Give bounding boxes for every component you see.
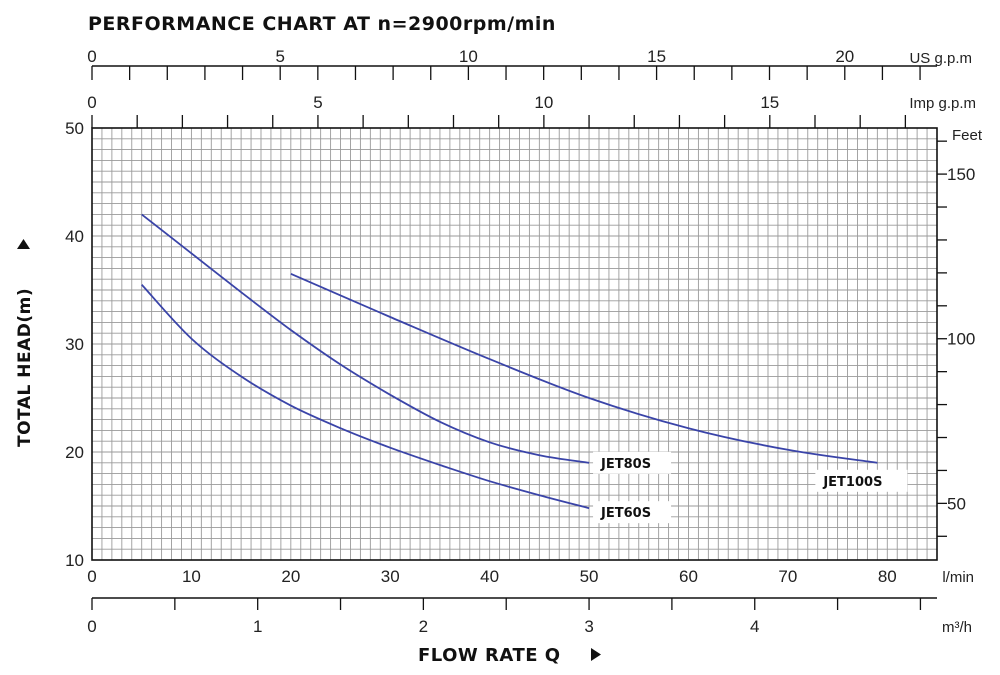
series: [141, 213, 878, 510]
x-tick-label-usgpm: 0: [87, 47, 96, 66]
labels: JET60S JET80S JET100S: [593, 451, 908, 524]
x-tick-label-lmin: 80: [878, 567, 897, 586]
series-line-jet80s: [141, 213, 590, 464]
y-tick-label-feet: 50: [947, 494, 966, 513]
x-tick-label-usgpm: 10: [459, 47, 478, 66]
x-unit-usgpm: US g.p.m: [909, 50, 972, 67]
x-unit-impgpm: Imp g.p.m: [909, 95, 976, 112]
y-tick-label: 20: [65, 443, 84, 462]
y-tick-label: 50: [65, 119, 84, 138]
y-tick-label: 40: [65, 227, 84, 246]
series-line-jet100s: [290, 272, 878, 464]
x-tick-label-impgpm: 15: [760, 93, 779, 112]
series-label-jet100s: JET100S: [822, 475, 882, 490]
x-tick-label-lmin: 30: [381, 567, 400, 586]
x-tick-label-lmin: 60: [679, 567, 698, 586]
series-label-jet80s: JET80S: [600, 457, 651, 472]
x-unit-m3h: m³/h: [942, 619, 972, 636]
y-tick-label-feet: 100: [947, 330, 975, 349]
chart-title: PERFORMANCE CHART AT n=2900rpm/min: [88, 13, 556, 35]
x-tick-label-m3h: 4: [750, 617, 759, 636]
x-unit-lmin: l/min: [942, 569, 974, 586]
x-tick-label-impgpm: 10: [534, 93, 553, 112]
series-line-jet60s: [141, 283, 590, 510]
y-tick-label: 10: [65, 551, 84, 570]
x-tick-label-usgpm: 20: [835, 47, 854, 66]
series-label-bg: [593, 501, 672, 524]
x-tick-label-lmin: 50: [580, 567, 599, 586]
x-axis-label: FLOW RATE Q: [418, 645, 561, 666]
x-tick-label-m3h: 1: [253, 617, 262, 636]
plot-frame: [91, 127, 938, 561]
x-tick-label-lmin: 70: [778, 567, 797, 586]
x-tick-label-lmin: 20: [281, 567, 300, 586]
x-tick-label-usgpm: 15: [647, 47, 666, 66]
y-axis-label: TOTAL HEAD(m): [15, 288, 35, 447]
series-label-bg: [593, 451, 672, 474]
x-tick-label-impgpm: 5: [313, 93, 322, 112]
y-tick-label-feet: 150: [947, 165, 975, 184]
x-tick-label-m3h: 3: [584, 617, 593, 636]
x-tick-label-m3h: 0: [87, 617, 96, 636]
x-tick-label-impgpm: 0: [87, 93, 96, 112]
x-axis-arrow-icon: [591, 648, 601, 661]
grid: [91, 127, 938, 561]
x-tick-label-m3h: 2: [419, 617, 428, 636]
y-axis-arrow-icon: [17, 239, 30, 249]
x-tick-label-lmin: 0: [87, 567, 96, 586]
x-tick-label-lmin: 40: [480, 567, 499, 586]
y-tick-label: 30: [65, 335, 84, 354]
x-tick-label-lmin: 10: [182, 567, 201, 586]
series-label-bg: [815, 469, 908, 492]
y-unit-feet: Feet: [952, 127, 983, 144]
x-tick-label-usgpm: 5: [275, 47, 284, 66]
series-label-jet60s: JET60S: [600, 506, 651, 521]
